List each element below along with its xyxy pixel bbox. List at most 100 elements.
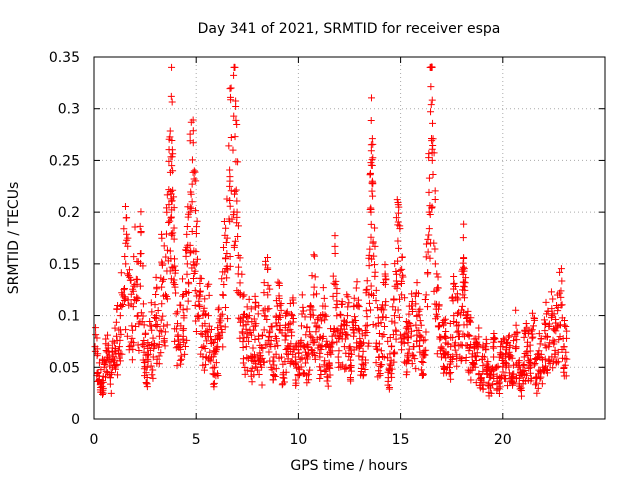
data-point — [532, 381, 540, 389]
data-point — [255, 335, 263, 343]
data-point — [195, 301, 203, 309]
data-point — [466, 344, 474, 352]
data-point — [139, 300, 147, 308]
data-point — [276, 313, 284, 321]
data-point — [545, 320, 553, 328]
data-point — [255, 370, 263, 378]
data-point — [165, 157, 173, 165]
data-point — [129, 326, 137, 334]
data-point — [211, 363, 219, 371]
data-point — [441, 315, 449, 323]
data-point — [388, 317, 396, 325]
data-point — [428, 96, 436, 104]
data-point — [551, 346, 559, 354]
data-point — [163, 191, 171, 199]
data-point — [465, 331, 473, 339]
data-point — [143, 383, 151, 391]
data-point — [250, 315, 258, 323]
data-point — [368, 161, 376, 169]
data-point — [450, 317, 458, 325]
data-point — [292, 379, 300, 387]
data-point — [333, 338, 341, 346]
data-point — [169, 186, 177, 194]
data-point — [533, 389, 541, 397]
data-point — [414, 290, 422, 298]
data-point — [422, 291, 430, 299]
data-point — [363, 313, 371, 321]
data-point — [169, 150, 177, 158]
data-point — [155, 332, 163, 340]
data-point — [201, 295, 209, 303]
data-point — [306, 328, 314, 336]
data-point — [104, 341, 112, 349]
data-point — [247, 352, 255, 360]
y-tick-label: 0.3 — [58, 102, 80, 118]
data-point — [311, 273, 319, 281]
data-point — [310, 251, 318, 259]
data-point — [243, 354, 251, 362]
data-point — [233, 197, 241, 205]
data-point — [369, 192, 377, 200]
data-point — [508, 354, 516, 362]
data-point — [417, 333, 425, 341]
data-point — [306, 366, 314, 374]
data-point — [265, 348, 273, 356]
data-point — [512, 321, 520, 329]
data-point — [388, 342, 396, 350]
data-point — [369, 179, 377, 187]
data-point — [168, 162, 176, 170]
data-point — [344, 303, 352, 311]
data-point — [157, 349, 165, 357]
data-point — [249, 344, 257, 352]
data-point — [319, 332, 327, 340]
data-point — [149, 366, 157, 374]
data-point — [188, 198, 196, 206]
data-point — [104, 331, 112, 339]
data-point — [543, 366, 551, 374]
data-point — [542, 321, 550, 329]
data-point — [192, 230, 200, 238]
data-point — [447, 369, 455, 377]
data-point — [238, 270, 246, 278]
data-point — [528, 334, 536, 342]
data-point — [160, 322, 168, 330]
data-point — [298, 310, 306, 318]
data-point — [168, 153, 176, 161]
data-point — [288, 332, 296, 340]
data-point — [275, 292, 283, 300]
data-point — [540, 316, 548, 324]
data-point — [390, 358, 398, 366]
data-point — [331, 250, 339, 258]
data-point — [289, 315, 297, 323]
data-point — [332, 277, 340, 285]
data-point — [557, 293, 565, 301]
data-point — [158, 300, 166, 308]
data-point — [428, 156, 436, 164]
data-point — [231, 237, 239, 245]
data-point — [425, 225, 433, 233]
data-point — [189, 116, 197, 124]
data-point — [258, 354, 266, 362]
data-point — [421, 351, 429, 359]
y-tick-label: 0.1 — [58, 309, 80, 325]
data-point — [388, 373, 396, 381]
data-point — [299, 303, 307, 311]
data-point — [191, 168, 199, 176]
data-point — [218, 328, 226, 336]
data-point — [242, 343, 250, 351]
y-axis-ticks: 0 0.05 0.1 0.15 0.2 0.25 0.3 0.35 — [49, 50, 605, 428]
data-point — [232, 103, 240, 111]
data-point — [382, 313, 390, 321]
data-point — [355, 326, 363, 334]
data-point — [116, 336, 124, 344]
data-point — [181, 350, 189, 358]
data-point — [98, 382, 106, 390]
data-point — [378, 352, 386, 360]
data-point — [538, 380, 546, 388]
data-point — [153, 285, 161, 293]
data-point — [230, 71, 238, 79]
data-point — [344, 331, 352, 339]
data-point — [331, 242, 339, 250]
data-point — [111, 347, 119, 355]
data-point — [248, 378, 256, 386]
